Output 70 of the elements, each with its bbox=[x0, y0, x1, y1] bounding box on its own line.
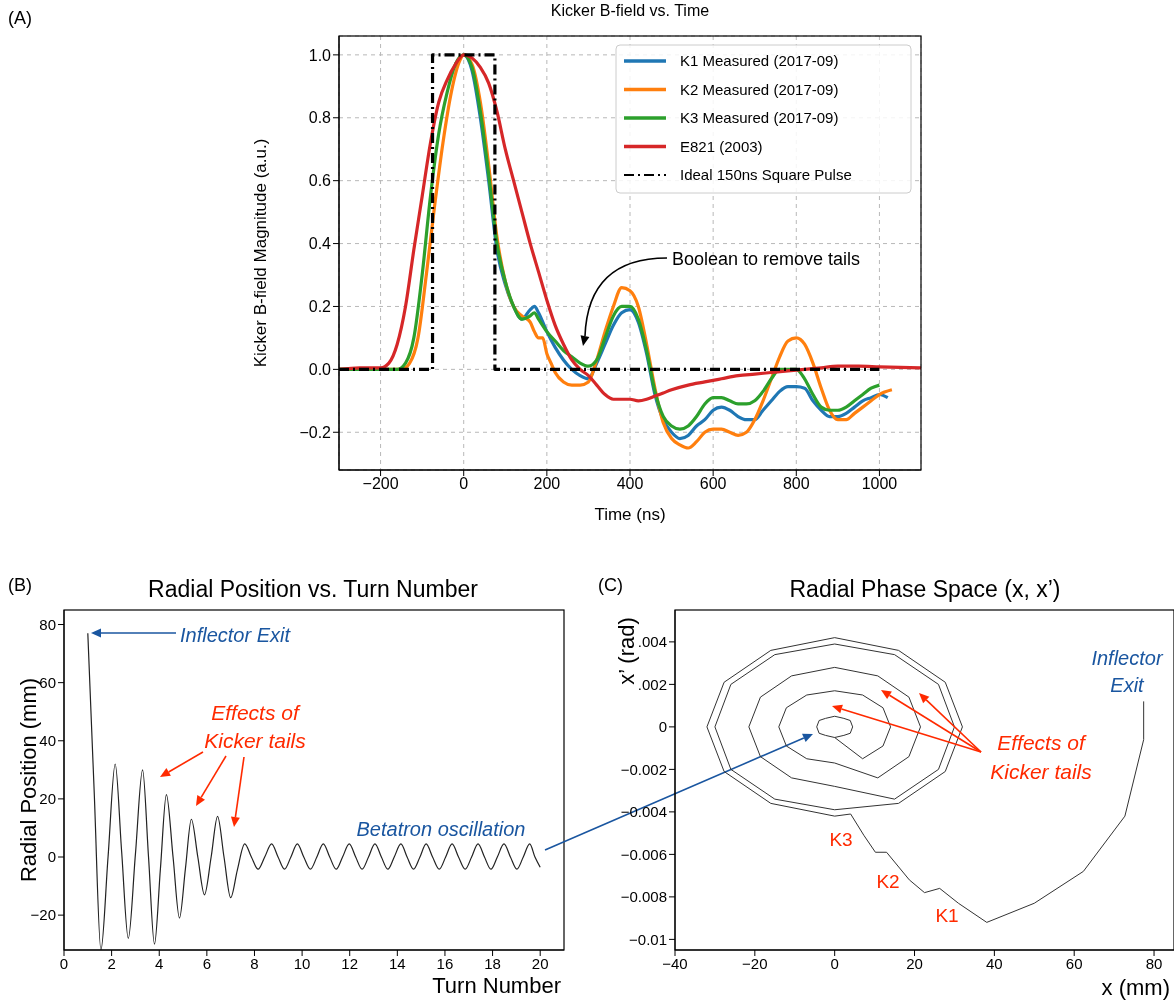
x-tick-label: 40 bbox=[986, 954, 1003, 972]
annotation: Inflector Exit bbox=[180, 624, 292, 646]
x-tick-label: 0 bbox=[830, 954, 839, 972]
x-tick-label: 10 bbox=[293, 954, 311, 972]
y-tick-label: .002 bbox=[637, 675, 667, 693]
annotation: K1 bbox=[935, 905, 959, 926]
y-tick-label: 1.0 bbox=[308, 46, 332, 64]
y-tick-label: 0 bbox=[658, 718, 667, 736]
x-tick-label: −40 bbox=[662, 954, 688, 972]
x-tick-label: 20 bbox=[906, 954, 923, 972]
x-tick-label: 2 bbox=[107, 954, 116, 972]
annotation: Effects of Kicker tails bbox=[204, 701, 307, 752]
y-axis-title: x’ (rad) bbox=[613, 617, 639, 685]
x-tick-label: 800 bbox=[782, 475, 810, 493]
x-tick-label: 0 bbox=[459, 475, 469, 493]
x-axis-title: x (mm) bbox=[1101, 975, 1170, 1000]
x-tick-label: 18 bbox=[484, 954, 501, 972]
x-tick-label: 4 bbox=[155, 954, 164, 972]
x-tick-label: 16 bbox=[436, 954, 454, 972]
y-axis-title: Kicker B-field Magnitude (a.u.) bbox=[251, 138, 271, 368]
y-tick-label: 0 bbox=[47, 848, 56, 866]
chart-title: Radial Phase Space (x, x’) bbox=[789, 576, 1061, 602]
x-tick-label: 60 bbox=[1065, 954, 1083, 972]
x-tick-label: 400 bbox=[616, 475, 644, 493]
x-axis-title: Turn Number bbox=[432, 973, 561, 998]
chart-title: Kicker B-field vs. Time bbox=[550, 2, 710, 19]
legend-label: Ideal 150ns Square Pulse bbox=[680, 166, 852, 183]
x-tick-label: 80 bbox=[1145, 954, 1163, 972]
x-tick-label: 8 bbox=[250, 954, 259, 972]
legend-label: K3 Measured (2017-09) bbox=[680, 109, 839, 126]
y-tick-label: 0.4 bbox=[308, 235, 332, 253]
y-tick-label: −0.01 bbox=[629, 930, 667, 948]
y-tick-label: 80 bbox=[39, 615, 56, 633]
annotation: Inflector Exit bbox=[1091, 647, 1164, 696]
x-tick-label: −200 bbox=[362, 475, 399, 493]
annotation: K3 bbox=[829, 829, 853, 850]
annotation: Effects of Kicker tails bbox=[990, 731, 1093, 783]
legend-label: E821 (2003) bbox=[680, 137, 763, 155]
y-tick-label: 0.0 bbox=[308, 361, 332, 379]
x-tick-label: 1000 bbox=[861, 475, 898, 493]
x-tick-label: 6 bbox=[202, 954, 212, 972]
y-tick-label: 0.6 bbox=[308, 172, 332, 190]
text: (C) bbox=[598, 575, 623, 595]
x-tick-label: 600 bbox=[699, 475, 727, 493]
annotation: Betatron oscillation bbox=[356, 818, 526, 840]
legend-label: K2 Measured (2017-09) bbox=[680, 80, 839, 98]
x-tick-label: 0 bbox=[59, 954, 69, 972]
annotation: Boolean to remove tails bbox=[672, 249, 861, 269]
chart-title: Radial Position vs. Turn Number bbox=[148, 576, 479, 602]
x-tick-label: 200 bbox=[533, 475, 561, 493]
y-tick-label: .004 bbox=[637, 633, 667, 651]
y-tick-label: 0.8 bbox=[308, 109, 332, 127]
y-tick-label: 40 bbox=[39, 732, 56, 750]
x-tick-label: 20 bbox=[531, 954, 549, 972]
legend-label: K1 Measured (2017-09) bbox=[680, 52, 839, 69]
y-tick-label: −20 bbox=[30, 906, 56, 924]
y-tick-label: −0.002 bbox=[620, 760, 667, 778]
x-axis-title: Time (ns) bbox=[594, 505, 666, 524]
y-tick-label: −0.2 bbox=[299, 423, 332, 441]
x-tick-label: −20 bbox=[742, 954, 768, 972]
y-tick-label: −0.006 bbox=[620, 845, 667, 863]
y-tick-label: −0.008 bbox=[620, 888, 667, 906]
x-tick-label: 12 bbox=[341, 954, 359, 972]
text: (A) bbox=[8, 8, 32, 28]
y-tick-label: 60 bbox=[39, 673, 56, 691]
x-tick-label: 14 bbox=[388, 954, 406, 972]
annotation: K2 bbox=[876, 871, 900, 892]
y-tick-label: 20 bbox=[39, 790, 56, 808]
y-tick-label: 0.2 bbox=[308, 298, 332, 316]
text: (B) bbox=[8, 575, 32, 595]
